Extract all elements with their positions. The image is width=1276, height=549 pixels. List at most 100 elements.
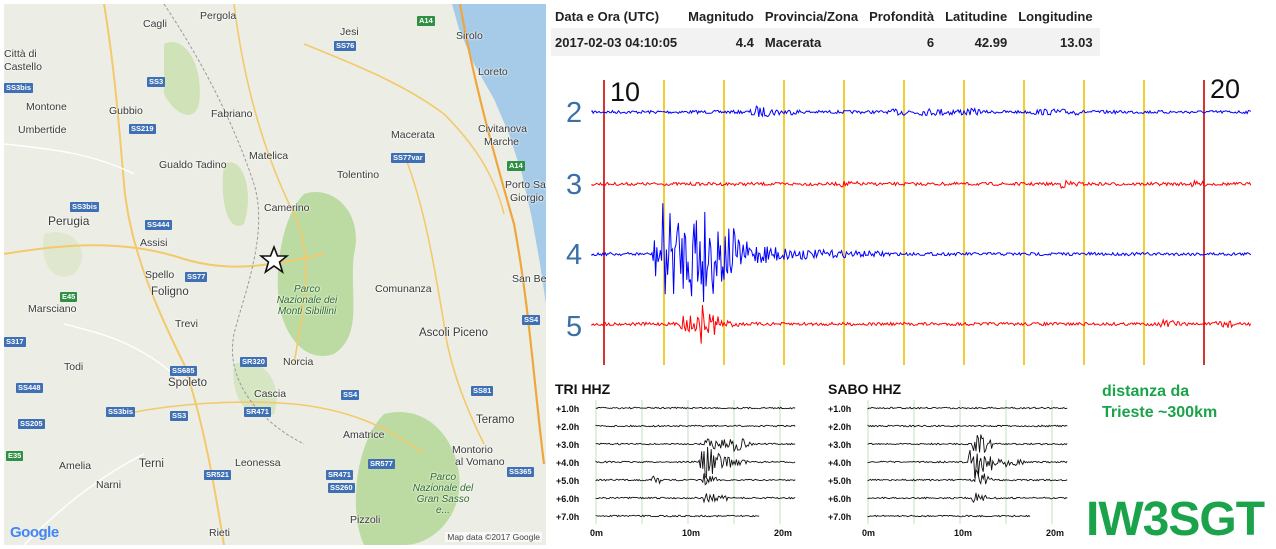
place-label: Spello (145, 269, 175, 281)
x-tick: 10m (682, 528, 700, 538)
cell-datetime: 2017-02-03 04:10:05 (551, 28, 685, 56)
place-label: Assisi (140, 237, 168, 249)
seismic-trace (867, 424, 1068, 428)
road-shield: SS685 (170, 366, 197, 376)
col-header: Magnitudo (688, 8, 754, 24)
channel-label: 5 (566, 311, 582, 343)
place-label: Castello (4, 61, 42, 73)
seismic-trace (591, 179, 1252, 190)
road-shield: SS444 (145, 220, 172, 230)
place-label: al Vomano (455, 456, 505, 468)
place-label: Teramo (476, 414, 515, 426)
channel-label: 2 (566, 97, 582, 129)
row-label: +6.0h (556, 494, 579, 504)
station-title: TRI HHZ (555, 381, 611, 397)
road-shield: SR471 (326, 470, 353, 480)
place-label: San Bened (512, 273, 546, 285)
place-label: Terni (139, 458, 164, 470)
seismic-trace (867, 406, 1068, 410)
road-shield: SS4 (341, 390, 360, 400)
road-shield: SR471 (244, 407, 271, 417)
road-shield: E35 (6, 451, 24, 461)
place-label: Amatrice (343, 429, 385, 441)
station-traces (867, 406, 1068, 518)
seismic-trace (595, 406, 796, 410)
x-tick: 10m (954, 528, 972, 538)
place-label: Porto San (505, 179, 546, 191)
seismic-trace (595, 446, 796, 480)
station-grid (595, 400, 781, 524)
place-label: Montorio (452, 444, 493, 456)
place-label: Tolentino (337, 169, 380, 181)
seismic-trace (867, 468, 1068, 486)
col-header: Longitudine (1018, 8, 1093, 24)
place-label: Città di (4, 48, 37, 60)
map-credit: Map data ©2017 Google (445, 532, 542, 542)
road-shield: A14 (507, 161, 525, 171)
road-shield: SS3 (147, 77, 166, 87)
park-sibillini-area (277, 192, 356, 356)
channel-label: 4 (566, 239, 582, 271)
callsign-label: IW3SGT (1086, 493, 1265, 546)
time-label-right: 20 (1210, 74, 1240, 104)
place-label: Spoleto (168, 377, 208, 389)
road-shield: SS260 (328, 483, 355, 493)
place-label: Cascia (254, 388, 287, 400)
seismic-trace (591, 304, 1252, 344)
road-shield: SS4 (522, 315, 541, 325)
place-label: Marsciano (28, 303, 77, 315)
place-label: Matelica (249, 150, 289, 162)
road-shield: SS205 (18, 419, 45, 429)
road-shield: A14 (417, 16, 435, 26)
seismic-trace (595, 473, 796, 486)
row-label: +4.0h (828, 458, 851, 468)
place-label: Fabriano (211, 108, 253, 120)
place-label: Gualdo Tadino (159, 159, 227, 171)
helicorder-main: 10 20 2 3 4 5 (566, 74, 1252, 365)
place-label: Macerata (391, 129, 435, 141)
place-label: Foligno (151, 286, 189, 298)
cell-latitude: 42.99 (941, 28, 1015, 56)
place-label: Umbertide (18, 124, 67, 136)
place-label: Jesi (340, 26, 359, 38)
place-label: Montone (26, 101, 67, 113)
x-tick: 20m (1046, 528, 1064, 538)
x-tick: 0m (862, 528, 875, 538)
row-label: +2.0h (556, 422, 579, 432)
col-header: Profondità (869, 8, 935, 24)
table-header-row: Data e Ora (UTC) Magnitudo Provincia/Zon… (551, 4, 1100, 28)
place-label: Civitanova (478, 123, 528, 135)
seismic-trace (867, 434, 1068, 454)
row-label: +1.0h (556, 404, 579, 414)
road-shield: SS77var (391, 153, 425, 163)
cell-magnitude: 4.4 (684, 28, 761, 56)
station-panel-sabo: SABO HHZ +1.0h +2.0h +3.0h +4.0h +5.0h +… (828, 381, 1068, 538)
road-shield: SR577 (368, 459, 395, 469)
place-label: Giorgio (510, 192, 544, 204)
place-label: Leonessa (235, 457, 281, 469)
col-header: Provincia/Zona (764, 8, 859, 24)
station-panel-tri: TRI HHZ +1.0h +2.0h +3.0h +4.0h +5.0h +6… (555, 381, 796, 538)
row-label: +3.0h (556, 440, 579, 450)
place-label: Amelia (59, 460, 92, 472)
place-label: Cagli (143, 18, 167, 30)
road-shield: SS81 (471, 386, 494, 396)
road-shield: SS76 (334, 41, 357, 51)
road-shield: SR521 (204, 470, 231, 480)
map-panel[interactable]: Cagli Pergola Jesi Sirolo Città di Caste… (4, 4, 546, 545)
seismic-trace (595, 438, 796, 453)
seismic-trace (867, 514, 1031, 518)
station-title: SABO HHZ (828, 381, 902, 397)
road-shield: SS3bis (70, 202, 100, 212)
channel-label: 3 (566, 169, 582, 201)
place-label: Camerino (264, 202, 310, 214)
park-label: Parco Nazionale dei Monti Sibillini (276, 284, 338, 317)
adriatic-sea (452, 4, 546, 304)
row-label: +3.0h (828, 440, 851, 450)
event-table: Data e Ora (UTC) Magnitudo Provincia/Zon… (551, 4, 1100, 56)
place-label: Pizzoli (350, 514, 381, 526)
star-outline-icon (259, 245, 289, 274)
place-label: Narni (96, 479, 122, 491)
cell-longitude: 13.03 (1014, 28, 1100, 56)
road-shield: SS3bis (4, 83, 34, 93)
